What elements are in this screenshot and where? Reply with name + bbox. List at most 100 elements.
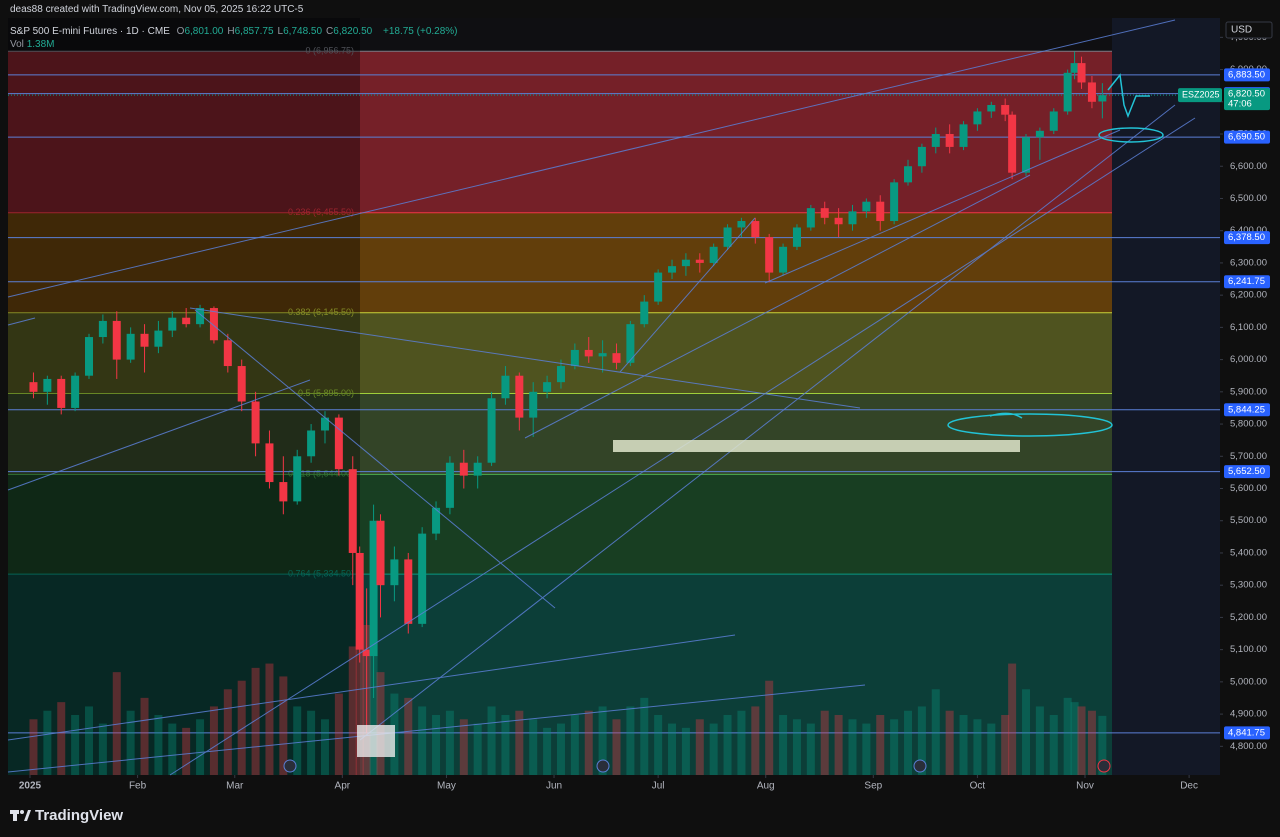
volume-bar [1070,702,1079,775]
fib-label: 0 (6,956.75) [305,46,354,56]
volume-bar [473,723,482,775]
candle-body [529,391,538,418]
candle-body [84,337,93,376]
volume-bar [570,715,579,775]
candle-body [1087,82,1096,102]
candle-body [945,134,954,147]
candle-body [723,227,732,247]
candle-body [543,382,552,392]
volume-bar [681,727,690,775]
volume-bar [765,680,774,775]
candle-body [140,333,149,347]
y-tick-label: 6,600.00 [1230,161,1267,172]
y-tick-label: 6,000.00 [1230,354,1267,365]
volume-bar [432,715,441,775]
candle-body [404,559,413,624]
candle-body [876,201,885,222]
y-tick-label: 5,500.00 [1230,515,1267,526]
fib-label: 0.764 (5,334.50) [288,568,354,578]
candle-body [820,208,829,218]
volume-bar [945,710,954,775]
candle-body [709,246,718,263]
candle-body [792,227,801,247]
volume-bar [265,663,274,775]
candle-body [320,417,329,431]
candle-body [1070,63,1079,73]
volume-bar [584,710,593,775]
price-line-box [1224,68,1270,82]
event-icons [283,759,1111,773]
volume-bar [1063,697,1072,775]
candle-body [154,330,163,347]
volume-bar [931,689,940,775]
candle-body [1022,137,1031,173]
candle-body [515,375,524,418]
y-tick-label: 5,000.00 [1230,676,1267,687]
x-tick-label: Nov [1076,781,1094,792]
volume-bar [668,723,677,775]
price-line-label: 4,841.75 [1228,727,1265,738]
y-tick-label: 5,100.00 [1230,644,1267,655]
selection-box [357,725,395,757]
candle-body [806,208,815,228]
candle-body [98,320,107,338]
y-tick-label: 6,200.00 [1230,290,1267,301]
x-tick-label: 2025 [19,781,42,792]
candle-body [1035,130,1044,138]
fib-label: 0.5 (5,895.00) [298,388,354,398]
candle-body [1008,114,1017,173]
x-tick-label: Mar [226,781,244,792]
currency-box [1225,21,1273,39]
price-line-box [1224,403,1270,417]
volume-bar [168,723,177,775]
volume-bar [709,723,718,775]
quote-value: 6,820.50 [333,26,373,37]
volume-bar [209,706,218,775]
candle-body [834,217,843,225]
left-shade [8,18,360,775]
quote: O6,801.00 H6,857.75 L6,748.50 C6,820.50 [177,26,377,37]
volume-bar [320,719,329,775]
volume-label: Vol [10,39,24,50]
last-price-box [1224,88,1270,111]
candle-body [890,182,899,222]
price-line-label: 6,883.50 [1228,69,1265,80]
price-line-box [1224,231,1270,245]
fib-zone [8,474,1112,575]
candle-body [265,443,274,483]
x-tick-label: Jun [546,781,562,792]
candle-body [917,146,926,167]
y-tick-label: 6,400.00 [1230,225,1267,236]
quote-line: S&P 500 E-mini Futures · 1D · CME O6,801… [10,26,462,37]
candle-body [501,375,510,399]
volume-value: 1.38M [26,39,55,50]
candle-body [432,507,441,534]
x-tick-label: May [437,781,456,792]
price-line-box [1224,130,1270,144]
y-tick-label: 6,300.00 [1230,257,1267,268]
volume-bar [223,689,232,775]
candle-body [362,649,371,657]
volume-bar [1008,663,1017,775]
candle-body [987,105,996,112]
volume-line: Vol 1.38M [10,39,58,50]
volume-bar [1077,706,1086,775]
x-tick-label: Aug [757,781,775,792]
volume-bar [862,723,871,775]
future-area [1112,18,1220,775]
volume-bar [154,715,163,775]
price-line-label: 6,241.75 [1228,276,1265,287]
volume-bar [71,715,80,775]
candle-body [904,166,913,183]
volume-bar [904,710,913,775]
volume-bar [43,710,52,775]
x-tick-label: Apr [335,781,351,792]
x-tick-label: Jul [652,781,665,792]
volume-bar [445,710,454,775]
volume-bar [251,667,260,775]
volume-bar [890,719,899,775]
volume-bar [1001,715,1010,775]
y-tick-label: 5,800.00 [1230,419,1267,430]
volume-bar [779,715,788,775]
